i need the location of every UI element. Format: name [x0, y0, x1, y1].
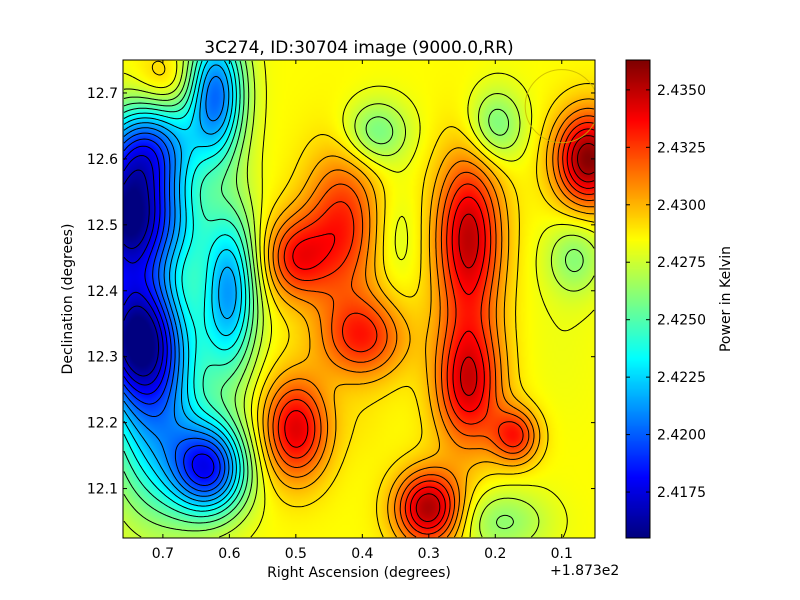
y-tick-label: 12.1 — [87, 482, 118, 498]
x-tick-label: 0.6 — [218, 546, 240, 562]
y-axis: 12.1 12.2 12.3 12.4 12.5 12.6 12.7 — [87, 86, 595, 498]
x-tick-label: 0.3 — [418, 546, 440, 562]
colorbar-tick-label: 2.4275 — [657, 255, 706, 271]
beam-circle — [524, 69, 595, 144]
y-tick-label: 12.7 — [87, 86, 118, 102]
contour-line — [123, 155, 164, 386]
colorbar-tick-label: 2.4300 — [657, 198, 706, 214]
colorbar-gradient — [626, 60, 650, 538]
contour-line — [151, 60, 595, 538]
contour-line — [123, 60, 595, 538]
contour-line — [123, 60, 595, 538]
plot-area — [122, 59, 596, 539]
contour-lines — [123, 60, 595, 538]
x-tick-label: 0.7 — [152, 546, 174, 562]
contour-line — [123, 145, 215, 479]
contour-line — [123, 64, 237, 502]
y-tick-label: 12.4 — [87, 284, 118, 300]
contour-line — [262, 98, 595, 538]
colorbar-tick-label: 2.4200 — [657, 428, 706, 444]
contour-line — [123, 60, 254, 524]
x-tick-label: 0.2 — [484, 546, 506, 562]
contour-line — [577, 143, 595, 175]
x-offset-label: +1.873e2 — [550, 563, 619, 579]
y-tick-label: 12.2 — [87, 416, 118, 432]
colorbar: 2.4175 2.4200 2.4225 2.4250 2.4275 2.4300 2.43… — [625, 59, 734, 539]
contour-line — [123, 75, 230, 497]
colorbar-label: Power in Kelvin — [718, 246, 734, 352]
contour-line — [277, 122, 595, 535]
colorbar-tick-label: 2.4225 — [657, 370, 706, 386]
x-tick-label: 0.1 — [551, 546, 573, 562]
heatmap-image — [123, 60, 595, 538]
contour-line — [123, 60, 242, 507]
colorbar-frame — [625, 59, 651, 539]
contour-line — [123, 60, 251, 518]
x-axis: 0.7 0.6 0.5 0.4 0.3 0.2 0.1 — [152, 60, 573, 562]
y-tick-label: 12.3 — [87, 350, 118, 366]
chart-title: 3C274, ID:30704 image (9000.0,RR) — [204, 38, 513, 58]
contour-line — [123, 169, 160, 377]
contour-line — [415, 135, 595, 522]
colorbar-tick-label: 2.4250 — [657, 313, 706, 329]
colorbar-tick-label: 2.4325 — [657, 140, 706, 156]
x-axis-title: Right Ascension (degrees) — [267, 565, 451, 581]
contour-line — [123, 60, 584, 532]
contour-line — [284, 128, 595, 529]
x-tick-label: 0.5 — [285, 546, 307, 562]
colorbar-tick-label: 2.4350 — [657, 83, 706, 99]
y-axis-title: Declination (degrees) — [60, 224, 76, 375]
contour-line — [123, 132, 226, 492]
colorbar-ticks: 2.4175 2.4200 2.4225 2.4250 2.4275 2.4300 2.43… — [626, 83, 706, 501]
contour-line — [267, 107, 595, 538]
y-tick-label: 12.5 — [87, 218, 118, 234]
contour-line — [272, 115, 595, 538]
contour-line — [123, 138, 221, 486]
colorbar-tick-label: 2.4175 — [657, 485, 706, 501]
x-tick-label: 0.4 — [351, 546, 373, 562]
plot-frame — [122, 59, 596, 539]
contour-line — [123, 60, 247, 512]
y-tick-label: 12.6 — [87, 152, 118, 168]
